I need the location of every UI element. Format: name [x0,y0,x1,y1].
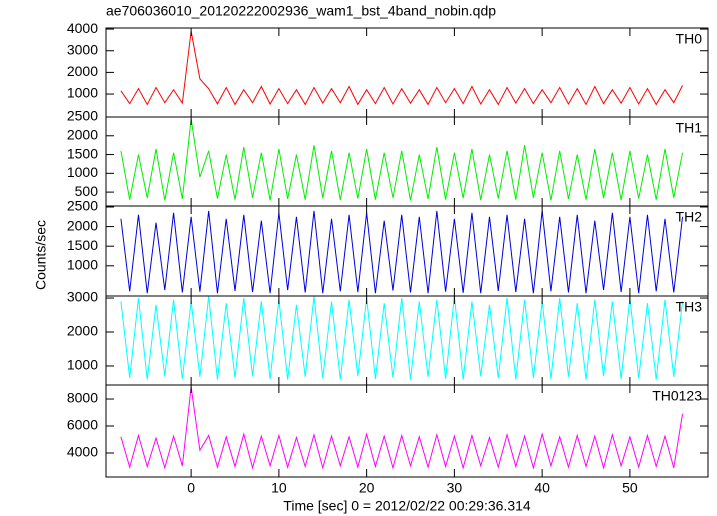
y-tick-label: 2000 [67,126,98,142]
x-tick-label: 0 [187,480,195,496]
light-curve [120,386,684,470]
y-tick-label: 1500 [67,237,98,253]
panel-frame [105,205,709,297]
y-tick-label: 1500 [67,145,98,161]
panel-label: TH0 [676,31,703,47]
y-tick-label: 1000 [67,257,98,273]
light-curve [120,210,684,294]
light-curve [120,296,684,380]
y-tick-label: 500 [75,183,99,199]
x-tick-label: 20 [359,480,375,496]
y-tick-label: 4000 [67,444,98,460]
y-tick-label: 2000 [67,217,98,233]
y-tick-label: 2500 [67,108,98,124]
panel-frame [105,384,709,478]
panel-frame [105,295,709,386]
x-tick-label: 30 [447,480,463,496]
y-tick-label: 3000 [67,41,98,57]
panel-frame [105,27,709,118]
y-tick-label: 6000 [67,417,98,433]
y-tick-label: 2000 [67,63,98,79]
light-curve [120,31,683,106]
panel-label: TH2 [676,209,703,225]
x-tick-label: 10 [271,480,287,496]
y-tick-label: 1000 [67,164,98,180]
panel-label: TH3 [676,299,703,315]
panel-label: TH1 [676,120,703,136]
y-tick-label: 2500 [67,198,98,214]
y-tick-label: 1000 [67,85,98,101]
x-axis-label: Time [sec] 0 = 2012/02/22 00:29:36.314 [283,498,531,514]
panel-label: TH0123 [652,388,702,404]
y-tick-label: 2000 [67,323,98,339]
y-tick-label: 8000 [67,390,98,406]
y-tick-label: 3000 [67,289,98,305]
x-tick-label: 40 [534,480,550,496]
x-tick-label: 50 [622,480,638,496]
y-tick-label: 4000 [67,20,98,36]
chart-title: ae706036010_20120222002936_wam1_bst_4ban… [106,3,496,19]
panel-frame [105,116,709,207]
y-tick-label: 1000 [67,357,98,373]
y-axis-label: Counts/sec [33,220,49,290]
light-curve [120,118,684,201]
